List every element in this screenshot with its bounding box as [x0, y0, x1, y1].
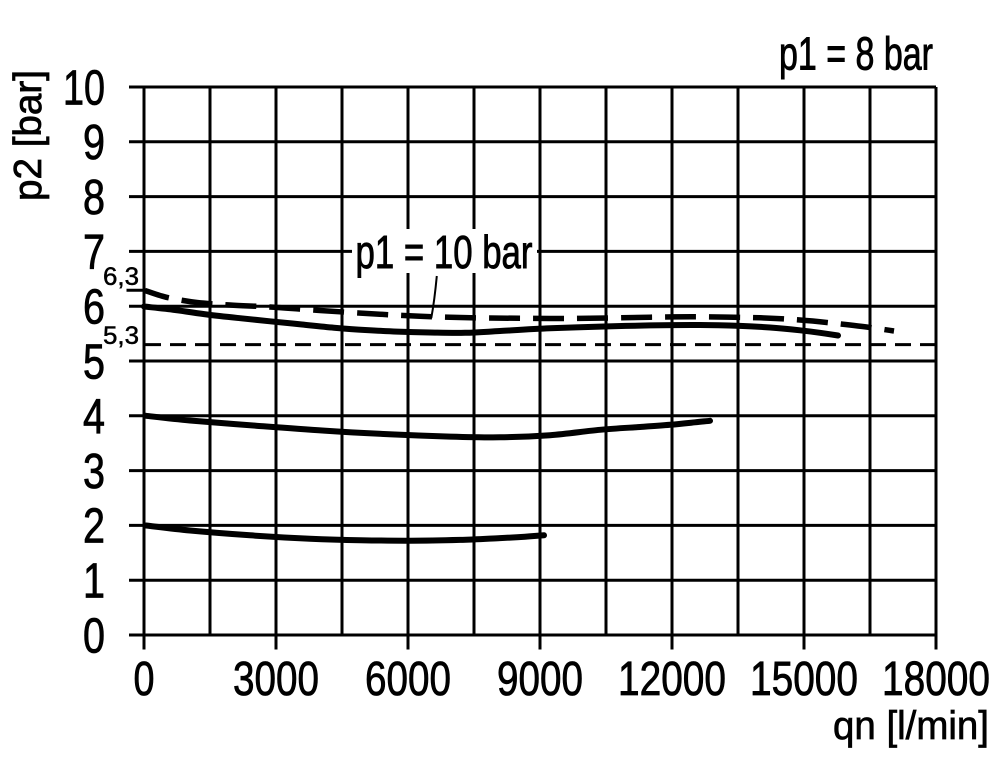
svg-text:p1 = 10 bar: p1 = 10 bar [356, 226, 533, 278]
svg-text:1: 1 [83, 555, 105, 609]
svg-text:8: 8 [83, 171, 105, 225]
svg-text:3: 3 [83, 445, 105, 499]
svg-text:10: 10 [63, 61, 105, 115]
svg-text:15000: 15000 [750, 653, 858, 706]
svg-text:5,3: 5,3 [103, 322, 139, 350]
svg-text:9: 9 [83, 116, 105, 170]
svg-text:2: 2 [83, 500, 105, 554]
svg-text:9000: 9000 [497, 653, 583, 706]
svg-text:6: 6 [83, 281, 105, 335]
svg-text:3000: 3000 [233, 653, 319, 706]
svg-text:6000: 6000 [365, 653, 451, 706]
svg-text:4: 4 [83, 390, 105, 444]
svg-text:0: 0 [134, 653, 155, 706]
svg-text:qn [l/min]: qn [l/min] [833, 704, 989, 748]
svg-text:6,3: 6,3 [103, 263, 139, 291]
svg-text:0: 0 [83, 609, 105, 663]
svg-text:18000: 18000 [882, 653, 990, 706]
svg-text:p2 [bar]: p2 [bar] [7, 70, 50, 201]
svg-text:12000: 12000 [618, 653, 726, 706]
svg-text:5: 5 [83, 335, 105, 389]
svg-text:7: 7 [83, 226, 105, 280]
svg-text:p1 = 8 bar: p1 = 8 bar [779, 28, 933, 80]
